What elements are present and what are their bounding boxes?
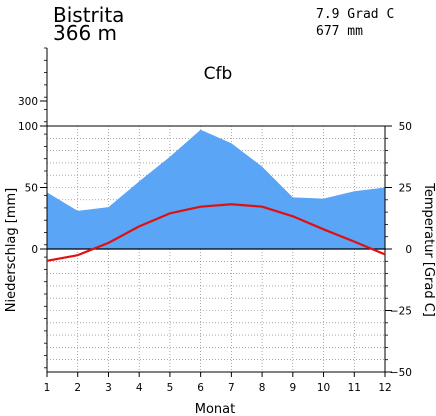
x-tick-label: 9 bbox=[289, 382, 296, 394]
x-tick-label: 6 bbox=[197, 382, 204, 394]
mean-temperature: 7.9 Grad C bbox=[316, 7, 394, 22]
right-tick-label: −25 bbox=[390, 306, 412, 318]
axes bbox=[40, 47, 392, 377]
x-tick-label: 1 bbox=[44, 382, 51, 394]
temperature-line bbox=[46, 203, 386, 262]
right-tick-label: 0 bbox=[405, 244, 412, 256]
x-tick-label: 11 bbox=[348, 382, 361, 394]
station-name: Bistrita bbox=[53, 3, 124, 27]
left-tick-label: 50 bbox=[25, 183, 38, 195]
x-tick-label: 10 bbox=[317, 382, 330, 394]
left-axis-label: Niederschlag [mm] bbox=[4, 188, 19, 313]
x-tick-label: 12 bbox=[378, 382, 391, 394]
x-tick-label: 2 bbox=[74, 382, 81, 394]
left-tick-label: 100 bbox=[18, 121, 38, 133]
x-tick-label: 5 bbox=[167, 382, 174, 394]
right-axis-label: Temperatur [Grad C] bbox=[421, 182, 436, 317]
x-tick-label: 7 bbox=[228, 382, 235, 394]
annual-precipitation: 677 mm bbox=[316, 24, 363, 39]
x-tick-label: 4 bbox=[136, 382, 143, 394]
x-tick-label: 3 bbox=[105, 382, 112, 394]
climate-class: Cfb bbox=[204, 64, 233, 84]
right-tick-label: −50 bbox=[390, 367, 412, 379]
left-tick-label: 300 bbox=[18, 96, 38, 108]
station-elevation: 366 m bbox=[53, 21, 117, 45]
left-tick-label: 0 bbox=[31, 244, 38, 256]
precipitation-area bbox=[47, 129, 385, 249]
right-tick-label: 50 bbox=[399, 121, 412, 133]
x-axis-label: Monat bbox=[195, 402, 235, 416]
right-tick-label: 25 bbox=[399, 183, 412, 195]
x-tick-label: 8 bbox=[259, 382, 266, 394]
